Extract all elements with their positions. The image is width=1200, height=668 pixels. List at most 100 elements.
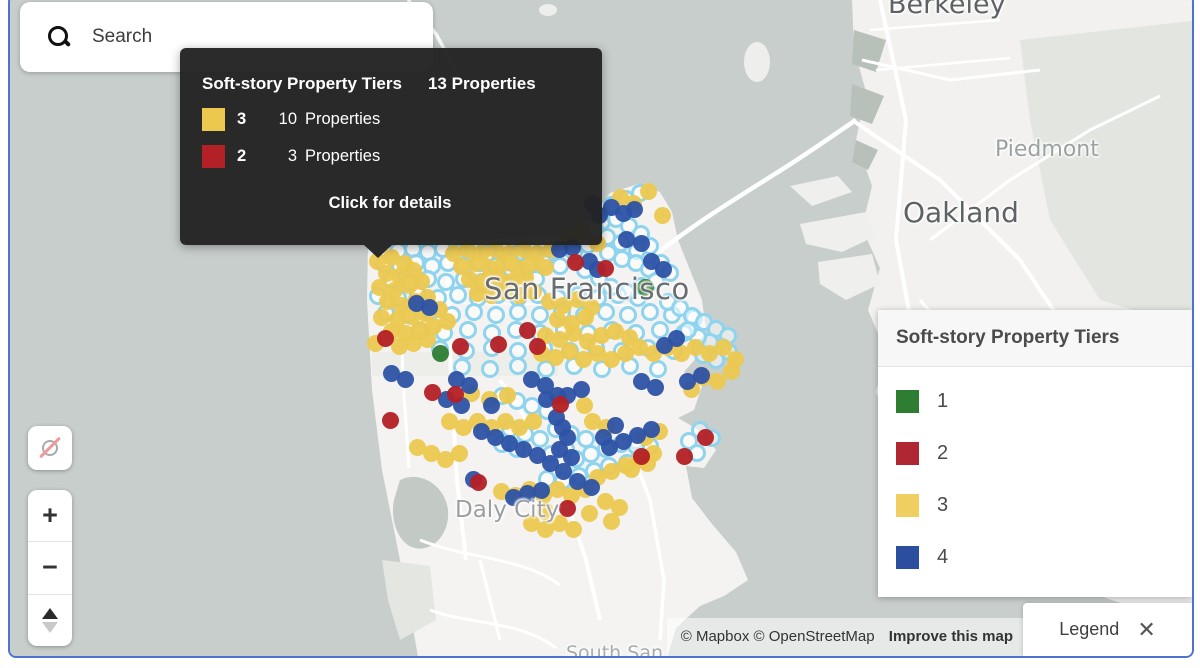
property-dot-tier3[interactable] xyxy=(444,244,462,262)
property-dot-tier3[interactable] xyxy=(378,292,396,310)
property-dot-tier3[interactable] xyxy=(436,450,454,468)
property-dot-tier3[interactable] xyxy=(686,338,704,356)
property-dot-tier4[interactable] xyxy=(582,478,600,496)
property-dot-tier3[interactable] xyxy=(496,412,514,430)
property-dot-tier3[interactable] xyxy=(616,344,634,362)
property-dot-tier3[interactable] xyxy=(404,334,422,352)
property-dot-tier3[interactable] xyxy=(562,486,580,504)
property-dot-tier3[interactable] xyxy=(418,330,436,348)
property-dot-tier2[interactable] xyxy=(489,335,507,353)
property-dot-tier3[interactable] xyxy=(653,206,671,224)
property-dot-tier4[interactable] xyxy=(654,260,672,278)
property-dot-tier3[interactable] xyxy=(564,324,582,342)
property-dot-tier4[interactable] xyxy=(518,484,536,502)
property-ring-marker[interactable] xyxy=(508,302,527,321)
property-dot-tier3[interactable] xyxy=(610,498,628,516)
property-dot-tier3[interactable] xyxy=(468,284,486,302)
zoom-out-button[interactable]: − xyxy=(28,541,72,593)
property-dot-tier3[interactable] xyxy=(550,330,568,348)
property-dot-tier2[interactable] xyxy=(566,253,584,271)
property-dot-tier2[interactable] xyxy=(596,259,614,277)
property-ring-marker[interactable] xyxy=(530,305,549,324)
property-dot-tier3[interactable] xyxy=(714,338,732,356)
attribution-mapbox-link[interactable]: © Mapbox xyxy=(680,628,750,645)
property-dot-tier3[interactable] xyxy=(482,286,500,304)
property-dot-tier3[interactable] xyxy=(602,462,620,480)
property-ring-marker[interactable] xyxy=(458,320,477,339)
property-dot-tier2[interactable] xyxy=(423,383,441,401)
property-dot-tier4[interactable] xyxy=(500,434,518,452)
property-dot-tier3[interactable] xyxy=(488,268,506,286)
property-dot-tier3[interactable] xyxy=(630,338,648,356)
property-dot-tier4[interactable] xyxy=(678,372,696,390)
property-dot-tier4[interactable] xyxy=(617,230,635,248)
property-dot-tier4[interactable] xyxy=(632,372,650,390)
property-dot-tier3[interactable] xyxy=(524,412,542,430)
property-dot-tier3[interactable] xyxy=(672,344,690,362)
property-dot-tier4[interactable] xyxy=(532,481,550,499)
close-icon[interactable]: ✕ xyxy=(1137,616,1156,642)
property-dot-tier4[interactable] xyxy=(541,454,559,472)
property-dot-tier3[interactable] xyxy=(540,292,558,310)
property-dot-tier3[interactable] xyxy=(390,337,408,355)
property-dot-tier3[interactable] xyxy=(522,254,540,272)
cluster-tooltip[interactable]: Soft-story Property Tiers 13 Properties … xyxy=(180,48,602,258)
property-dot-tier3[interactable] xyxy=(408,438,426,456)
property-dot-tier4[interactable] xyxy=(554,462,572,480)
property-dot-tier3[interactable] xyxy=(524,282,542,300)
property-dot-tier3[interactable] xyxy=(377,264,395,282)
property-dot-tier3[interactable] xyxy=(548,480,566,498)
property-dot-tier3[interactable] xyxy=(510,418,528,436)
property-dot-tier4[interactable] xyxy=(396,370,414,388)
property-dot-tier2[interactable] xyxy=(469,473,487,491)
property-dot-tier4[interactable] xyxy=(572,380,590,398)
geolocate-button[interactable] xyxy=(28,426,72,470)
property-dot-tier3[interactable] xyxy=(536,258,554,276)
property-dot-tier4[interactable] xyxy=(568,472,586,490)
property-dot-tier3[interactable] xyxy=(592,326,610,344)
property-ring-marker[interactable] xyxy=(617,282,636,301)
property-dot-tier4[interactable] xyxy=(407,294,425,312)
property-ring-marker[interactable] xyxy=(530,429,549,448)
property-dot-tier4[interactable] xyxy=(536,376,554,394)
property-dot-tier2[interactable] xyxy=(675,447,693,465)
property-dot-tier3[interactable] xyxy=(639,182,657,200)
property-dot-tier3[interactable] xyxy=(606,322,624,340)
property-dot-tier3[interactable] xyxy=(700,344,718,362)
zoom-in-button[interactable]: + xyxy=(42,500,58,531)
property-dot-tier3[interactable] xyxy=(602,512,620,530)
property-dot-tier4[interactable] xyxy=(625,200,643,218)
property-ring-marker[interactable] xyxy=(464,302,483,321)
legend-toggle-button[interactable]: Legend ✕ xyxy=(1023,603,1192,656)
property-dot-tier1[interactable] xyxy=(431,344,449,362)
property-ring-marker[interactable] xyxy=(486,305,505,324)
property-dot-tier3[interactable] xyxy=(536,520,554,538)
property-dot-tier4[interactable] xyxy=(667,329,685,347)
property-dot-tier3[interactable] xyxy=(726,350,744,368)
property-dot-tier4[interactable] xyxy=(594,428,612,446)
property-dot-tier3[interactable] xyxy=(576,308,594,326)
property-dot-tier3[interactable] xyxy=(466,254,484,272)
property-dot-tier3[interactable] xyxy=(574,350,592,368)
property-dot-tier2[interactable] xyxy=(696,428,714,446)
property-dot-tier4[interactable] xyxy=(646,378,664,396)
property-dot-tier3[interactable] xyxy=(578,332,596,350)
property-ring-marker[interactable] xyxy=(618,305,637,324)
property-dot-tier3[interactable] xyxy=(450,444,468,462)
property-dot-tier3[interactable] xyxy=(536,502,554,520)
property-ring-marker[interactable] xyxy=(480,359,499,378)
property-dot-tier4[interactable] xyxy=(606,416,624,434)
property-dot-tier4[interactable] xyxy=(628,426,646,444)
search-input[interactable] xyxy=(90,25,374,49)
property-dot-tier3[interactable] xyxy=(560,342,578,360)
attribution-osm-link[interactable]: © OpenStreetMap xyxy=(753,628,875,645)
property-dot-tier4[interactable] xyxy=(514,440,532,458)
property-dot-tier3[interactable] xyxy=(583,412,601,430)
property-dot-tier3[interactable] xyxy=(550,514,568,532)
property-dot-tier3[interactable] xyxy=(575,396,593,414)
property-dot-tier1[interactable] xyxy=(636,278,654,296)
property-dot-tier3[interactable] xyxy=(460,270,478,288)
property-dot-tier2[interactable] xyxy=(518,321,536,339)
property-ring-marker[interactable] xyxy=(448,285,467,304)
property-dot-tier3[interactable] xyxy=(372,308,390,326)
